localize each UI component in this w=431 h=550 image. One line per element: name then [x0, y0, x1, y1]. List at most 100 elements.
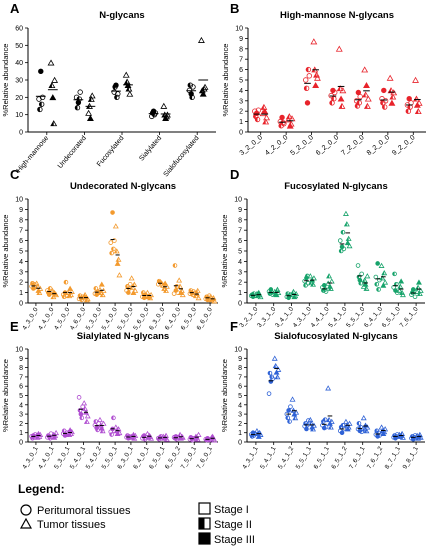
data-point-tumor	[211, 298, 218, 304]
data-point-tumor	[53, 291, 60, 298]
y-tick-label: 30	[15, 78, 23, 85]
x-tick-label: 6_2_0_0	[315, 134, 340, 157]
data-point-peritumoral	[382, 98, 389, 104]
x-tick-label: 4_3_1_1	[241, 445, 260, 470]
data-point-tumor	[125, 85, 133, 92]
y-tick-label: 10	[234, 347, 242, 354]
x-tick-label: 8_2_0_0	[366, 134, 391, 157]
y-tick-label: 7	[239, 57, 243, 64]
data-point-tumor	[339, 87, 347, 94]
data-point-tumor	[33, 280, 40, 286]
data-point-tumor	[361, 66, 369, 73]
data-point-tumor	[257, 293, 264, 300]
data-point-peritumoral	[288, 404, 293, 409]
y-tick-label: 0	[238, 301, 242, 308]
chart-title: High-mannose N-glycans	[280, 10, 394, 21]
data-point-tumor	[84, 296, 91, 302]
data-point-tumor	[176, 277, 183, 283]
data-point-peritumoral	[172, 263, 178, 268]
data-point-tumor	[398, 278, 405, 284]
data-point-tumor	[328, 418, 335, 424]
chart-panels: A N-glycans%Relative abundance01020304050…	[1, 1, 426, 470]
x-tick-label: Sialylated	[138, 135, 163, 163]
data-point-tumor	[307, 273, 314, 279]
data-point-tumor	[363, 102, 371, 109]
data-point-tumor	[381, 270, 388, 276]
y-tick-label: 9	[238, 207, 242, 214]
data-point-peritumoral	[61, 294, 67, 300]
y-tick-label: 8	[238, 217, 242, 224]
data-point-tumor	[201, 83, 209, 90]
data-point-peritumoral	[111, 246, 116, 252]
data-point-tumor	[50, 120, 58, 127]
data-point-tumor	[67, 285, 74, 291]
x-tick-label: 4_2_0_0	[264, 134, 289, 157]
data-point-peritumoral	[254, 116, 261, 123]
y-tick-label: 20	[15, 95, 23, 102]
data-point-tumor	[361, 277, 368, 283]
y-tick-label: 0	[19, 301, 23, 308]
data-point-peritumoral	[285, 415, 291, 421]
y-tick-label: 8	[19, 365, 23, 372]
x-tick-label: 7_6_1_1	[348, 445, 367, 470]
legend-label-stage-2: Stage II	[214, 519, 252, 531]
y-tick-label: 3	[238, 269, 242, 276]
data-point-tumor	[382, 279, 389, 285]
data-point-tumor	[310, 38, 318, 45]
data-point-tumor	[128, 275, 135, 281]
data-point-peritumoral	[111, 415, 116, 421]
data-point-peritumoral	[374, 281, 380, 287]
data-point-tumor	[179, 291, 186, 298]
data-point-peritumoral	[322, 417, 328, 422]
data-point-tumor	[85, 109, 93, 116]
y-tick-label: 50	[15, 43, 23, 50]
data-point-peritumoral	[79, 415, 85, 421]
x-tick-label: High-mannose	[16, 135, 51, 174]
data-point-tumor	[345, 424, 352, 430]
y-tick-label: 1	[238, 430, 242, 437]
data-point-tumor	[364, 95, 372, 102]
data-point-tumor	[389, 93, 397, 100]
data-point-tumor	[113, 248, 120, 254]
y-tick-label: 4	[238, 402, 242, 409]
data-point-tumor	[399, 291, 406, 298]
data-point-tumor	[326, 273, 333, 279]
data-point-tumor	[199, 90, 207, 97]
data-point-peritumoral	[76, 395, 82, 400]
y-tick-label: 2	[238, 280, 242, 287]
data-point-tumor	[345, 235, 352, 241]
data-point-peritumoral	[279, 114, 285, 121]
data-point-tumor	[289, 396, 296, 402]
y-tick-label: 6	[19, 238, 23, 245]
data-point-tumor	[53, 429, 60, 436]
data-point-tumor	[263, 114, 271, 121]
data-point-peritumoral	[126, 290, 131, 295]
data-point-tumor	[417, 434, 424, 440]
data-point-tumor	[274, 374, 281, 380]
data-point-peritumoral	[112, 238, 117, 243]
data-point-peritumoral	[375, 261, 380, 266]
y-tick-label: 2	[239, 109, 243, 116]
panel-c: C Undecorated N-glycans %Relative abundanc…	[1, 167, 218, 331]
y-tick-label: 4	[238, 259, 242, 266]
data-point-tumor	[290, 288, 297, 294]
data-point-tumor	[338, 102, 346, 109]
data-point-peritumoral	[392, 271, 397, 277]
data-point-peritumoral	[381, 104, 388, 110]
data-point-tumor	[82, 405, 89, 411]
x-tick-label: Fucosylated	[96, 135, 126, 168]
data-point-tumor	[37, 431, 44, 437]
x-tick-label: 5_5_1_1	[295, 445, 314, 470]
stage-3-icon	[198, 532, 211, 545]
data-point-tumor	[160, 102, 168, 109]
data-point-peritumoral	[63, 279, 69, 285]
y-tick-label: 4	[19, 402, 23, 409]
y-tick-label: 4	[239, 88, 243, 95]
data-point-tumor	[310, 275, 317, 281]
panel-letter: F	[230, 319, 238, 334]
y-tick-label: 10	[234, 197, 242, 204]
data-point-tumor	[116, 272, 123, 278]
data-point-tumor	[310, 281, 317, 287]
y-tick-label: 5	[19, 393, 23, 400]
data-point-peritumoral	[61, 428, 67, 434]
